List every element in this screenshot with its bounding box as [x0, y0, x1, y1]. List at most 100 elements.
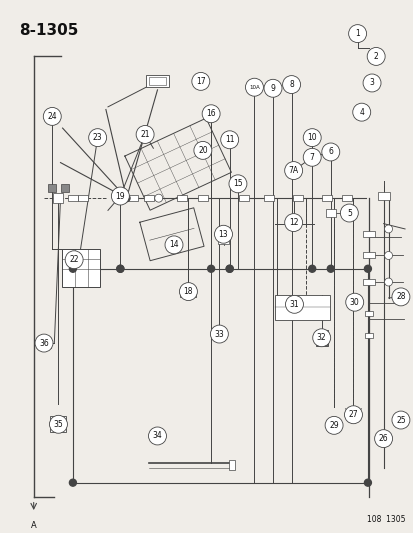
Text: 7A: 7A — [288, 166, 298, 175]
Text: 15: 15 — [233, 179, 242, 188]
Circle shape — [228, 175, 246, 193]
Text: 1: 1 — [354, 29, 359, 38]
Circle shape — [69, 479, 76, 486]
Text: 16: 16 — [206, 109, 216, 118]
Bar — [362, 231, 374, 237]
Circle shape — [284, 161, 302, 180]
Bar — [315, 330, 327, 346]
Bar — [78, 195, 88, 201]
Text: 7: 7 — [309, 153, 314, 162]
Text: 35: 35 — [53, 420, 63, 429]
Circle shape — [384, 252, 392, 260]
Text: 29: 29 — [328, 421, 338, 430]
Text: 6: 6 — [328, 148, 332, 157]
Circle shape — [348, 25, 366, 43]
Circle shape — [245, 78, 263, 96]
Circle shape — [88, 128, 107, 147]
Bar — [50, 416, 66, 432]
Text: 17: 17 — [195, 77, 205, 86]
Text: 11: 11 — [224, 135, 234, 144]
Bar — [362, 253, 374, 259]
Circle shape — [225, 265, 233, 272]
Circle shape — [69, 265, 76, 272]
Bar — [364, 333, 372, 337]
Bar — [148, 77, 166, 85]
Bar — [128, 195, 138, 201]
Circle shape — [214, 225, 232, 243]
Circle shape — [344, 406, 361, 424]
Circle shape — [123, 195, 130, 201]
Circle shape — [284, 214, 302, 231]
Circle shape — [50, 415, 67, 433]
Circle shape — [384, 278, 392, 286]
Circle shape — [263, 79, 281, 97]
Circle shape — [193, 141, 211, 159]
Circle shape — [327, 265, 333, 272]
Text: 12: 12 — [288, 218, 298, 227]
Bar — [68, 195, 78, 201]
Circle shape — [43, 108, 61, 125]
Bar — [274, 295, 329, 320]
Bar — [144, 195, 154, 201]
Text: 22: 22 — [69, 255, 79, 264]
Circle shape — [391, 288, 409, 306]
Circle shape — [339, 204, 358, 222]
Text: 20: 20 — [197, 146, 207, 155]
Text: 34: 34 — [152, 432, 162, 440]
Text: 8: 8 — [289, 80, 293, 89]
Text: 13: 13 — [218, 230, 228, 239]
Bar — [292, 195, 302, 201]
Text: A: A — [31, 521, 36, 530]
Circle shape — [302, 128, 320, 147]
Text: 23: 23 — [93, 133, 102, 142]
Text: 8-1305: 8-1305 — [19, 22, 78, 38]
Text: 24: 24 — [47, 112, 57, 121]
Circle shape — [148, 427, 166, 445]
Bar — [61, 184, 69, 192]
Circle shape — [321, 143, 339, 161]
Bar — [180, 287, 196, 296]
Bar — [239, 195, 249, 201]
Bar — [177, 195, 187, 201]
Text: 28: 28 — [395, 293, 405, 301]
Circle shape — [179, 282, 197, 301]
Circle shape — [165, 236, 183, 254]
Text: 14: 14 — [169, 240, 178, 249]
Text: 36: 36 — [39, 338, 49, 348]
Text: 18: 18 — [183, 287, 193, 296]
Circle shape — [391, 411, 409, 429]
Circle shape — [210, 325, 228, 343]
Circle shape — [384, 225, 392, 233]
Bar — [53, 193, 63, 203]
Circle shape — [363, 479, 370, 486]
Bar — [37, 338, 51, 348]
Circle shape — [312, 329, 330, 347]
Bar — [263, 195, 273, 201]
Circle shape — [302, 148, 320, 166]
Bar — [217, 236, 229, 244]
Text: 21: 21 — [140, 130, 150, 139]
Circle shape — [352, 103, 370, 121]
Text: 27: 27 — [348, 410, 357, 419]
Text: 2: 2 — [373, 52, 377, 61]
Circle shape — [225, 265, 233, 272]
Circle shape — [111, 187, 129, 205]
Text: 10A: 10A — [249, 85, 259, 90]
Text: 4: 4 — [358, 108, 363, 117]
Circle shape — [35, 334, 53, 352]
Text: 3: 3 — [369, 78, 374, 87]
Bar — [321, 195, 331, 201]
Circle shape — [366, 47, 384, 66]
Bar — [342, 195, 351, 201]
Text: 31: 31 — [289, 300, 299, 309]
Bar — [145, 75, 169, 87]
Text: 32: 32 — [316, 333, 326, 342]
Circle shape — [308, 265, 315, 272]
Text: 108  1305: 108 1305 — [366, 514, 404, 523]
Text: 10: 10 — [307, 133, 316, 142]
Bar — [377, 192, 389, 200]
Bar — [197, 195, 207, 201]
Circle shape — [116, 265, 123, 272]
Bar — [364, 311, 372, 317]
Circle shape — [154, 194, 162, 202]
